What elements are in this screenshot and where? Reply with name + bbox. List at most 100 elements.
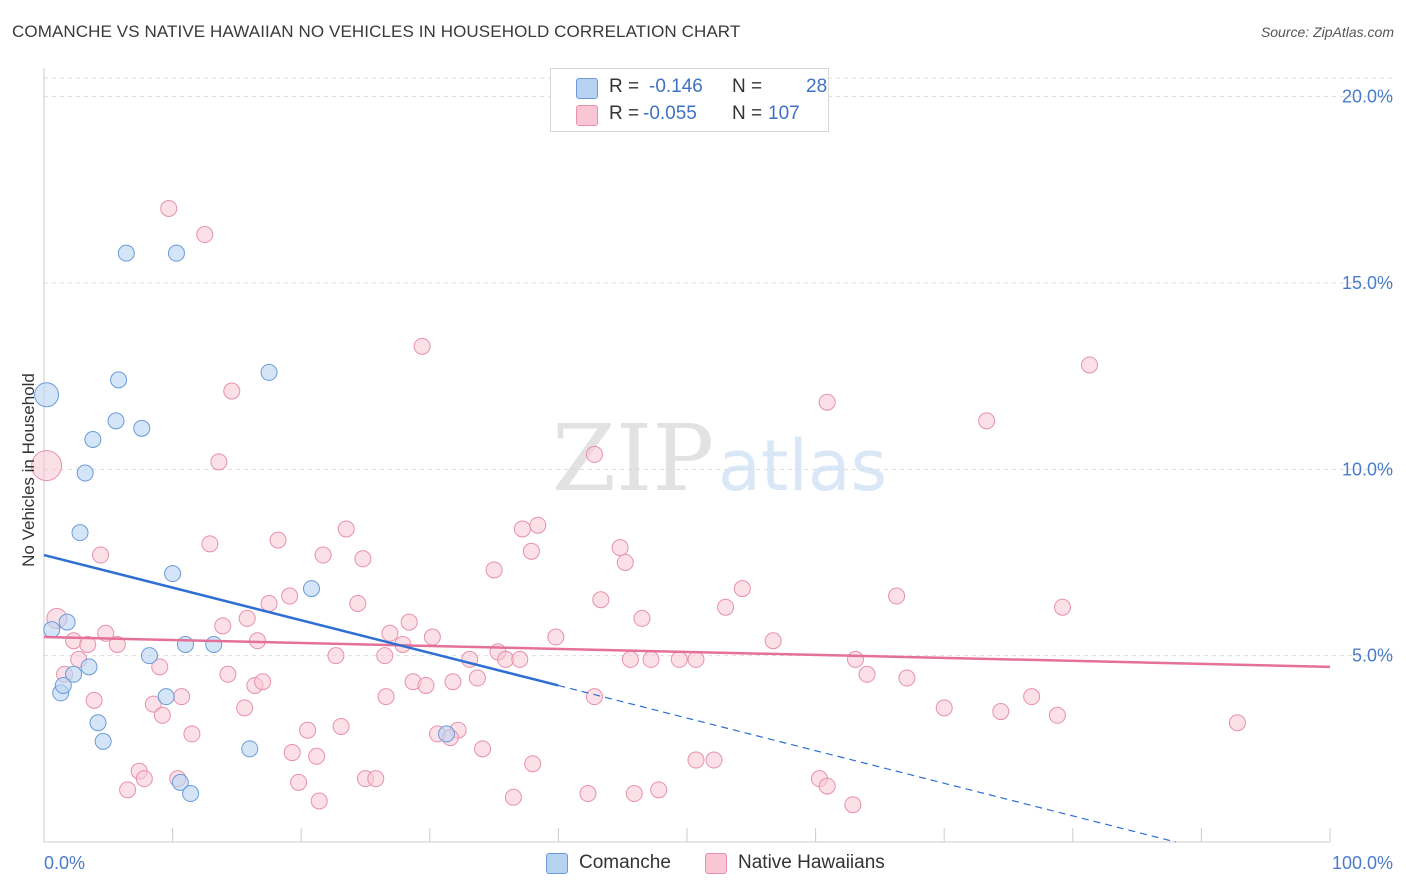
native-hawaiian-point xyxy=(898,669,916,687)
native-hawaiian-point xyxy=(119,781,137,799)
legend-r-value: -0.055 xyxy=(643,103,697,124)
native-hawaiian-point xyxy=(196,226,214,244)
native-hawaiian-point xyxy=(260,594,278,612)
native-hawaiian-point xyxy=(650,781,668,799)
comanche-point xyxy=(65,665,83,683)
native-hawaiian-point xyxy=(1081,356,1099,374)
watermark: ZIP atlas xyxy=(552,405,887,512)
native-hawaiian-point xyxy=(314,546,332,564)
comanche-legend-label: Comanche xyxy=(579,852,671,873)
x-tick-label: 100.0% xyxy=(1332,853,1393,873)
native-hawaiian-point xyxy=(337,520,355,538)
native-hawaiian-point xyxy=(642,650,660,668)
legend-n-label: N = xyxy=(732,103,763,124)
comanche-point xyxy=(140,647,158,665)
chart-title: COMANCHE VS NATIVE HAWAIIAN NO VEHICLES … xyxy=(12,22,741,41)
bottom-legend-comanche: Comanche xyxy=(546,852,671,874)
comanche-point xyxy=(76,464,94,482)
native-hawaiian-point xyxy=(858,665,876,683)
native-hawaiian-point xyxy=(485,561,503,579)
comanche-point xyxy=(89,714,107,732)
comanche-point xyxy=(205,635,223,653)
comanche-point xyxy=(34,382,60,408)
native-hawaiian-point xyxy=(1228,714,1246,732)
native-hawaiian-point xyxy=(978,412,996,430)
comanche-point xyxy=(164,565,182,583)
native-hawaiian-point xyxy=(308,747,326,765)
legend-r-value: -0.146 xyxy=(649,76,703,97)
comanche-point xyxy=(167,244,185,262)
native-hawaiian-point xyxy=(579,785,597,803)
chart-source: Source: ZipAtlas.com xyxy=(1260,24,1394,40)
native-swatch xyxy=(576,105,598,126)
native-hawaiian-point xyxy=(522,542,540,560)
native-hawaiian-point xyxy=(254,673,272,691)
comanche-point xyxy=(84,431,102,449)
legend-n-value: 28 xyxy=(806,76,828,97)
native-hawaiian-point xyxy=(717,598,735,616)
native-hawaiian-point xyxy=(764,632,782,650)
native-hawaiian-point xyxy=(992,703,1010,721)
y-tick-label: 10.0% xyxy=(1342,459,1393,479)
native-legend-label: Native Hawaiians xyxy=(738,852,885,873)
native-hawaiian-point xyxy=(687,650,705,668)
comanche-point xyxy=(94,732,112,750)
y-tick-label: 5.0% xyxy=(1352,646,1393,666)
native-hawaiian-point xyxy=(283,744,301,762)
native-legend-swatch xyxy=(705,852,727,874)
x-tick-label: 0.0% xyxy=(44,853,85,873)
legend-r-label: R = xyxy=(609,103,640,124)
native-hawaiian-point xyxy=(201,535,219,553)
native-hawaiian-point xyxy=(327,647,345,665)
comanche-point xyxy=(241,740,259,758)
comanche-point xyxy=(171,773,189,791)
native-hawaiian-point xyxy=(281,587,299,605)
native-hawaiian-point xyxy=(733,580,751,598)
grid-lines xyxy=(44,77,1395,657)
native-hawaiian-point xyxy=(670,650,688,668)
native-hawaiian-point xyxy=(367,770,385,788)
native-hawaiian-point xyxy=(888,587,906,605)
legend-r-label: R = xyxy=(609,76,640,97)
comanche-point xyxy=(438,725,456,743)
native-hawaiian-point xyxy=(108,635,126,653)
native-hawaiian-point xyxy=(444,673,462,691)
native-hawaiian-point xyxy=(31,450,63,482)
native-hawaiian-point xyxy=(417,676,435,694)
native-hawaiian-point xyxy=(474,740,492,758)
native-hawaiian-point xyxy=(219,665,237,683)
native-hawaiian-point xyxy=(592,591,610,609)
native-hawaiian-point xyxy=(269,531,287,549)
native-hawaiian-point xyxy=(547,628,565,646)
trend-lines xyxy=(43,553,1331,843)
native-hawaiian-point xyxy=(236,699,254,717)
native-hawaiian-point xyxy=(621,650,639,668)
native-hawaiian-point xyxy=(504,788,522,806)
native-hawaiian-point xyxy=(183,725,201,743)
native-hawaiian-point xyxy=(290,773,308,791)
comanche-point xyxy=(182,785,200,803)
native-hawaiian-point xyxy=(214,617,232,635)
comanche-point xyxy=(71,524,89,542)
native-hawaiian-point xyxy=(144,695,162,713)
comanche-point xyxy=(54,676,72,694)
native-hawaiian-point xyxy=(173,688,191,706)
native-hawaiian-point xyxy=(1054,598,1072,616)
native-hawaiian-point xyxy=(818,777,836,795)
native-hawaiian-point xyxy=(238,609,256,627)
native-hawaiian-point xyxy=(1048,706,1066,724)
comanche-point xyxy=(157,688,175,706)
native-hawaiian-point xyxy=(513,520,531,538)
native-hawaiian-point xyxy=(92,546,110,564)
native-hawaiian-point xyxy=(400,613,418,631)
comanche-swatch xyxy=(576,78,598,99)
watermark-zip: ZIP xyxy=(552,405,714,512)
axis-labels: 5.0% 10.0% 15.0% 20.0% 0.0% 100.0% No Vehicles… xyxy=(19,87,1393,873)
comanche-legend-swatch xyxy=(546,852,568,874)
native-hawaiian-point xyxy=(846,650,864,668)
native-hawaiian-point xyxy=(153,706,171,724)
native-hawaiian-point xyxy=(376,647,394,665)
y-axis-label: No Vehicles in Household xyxy=(19,373,38,567)
native-hawaiian-point xyxy=(65,632,83,650)
